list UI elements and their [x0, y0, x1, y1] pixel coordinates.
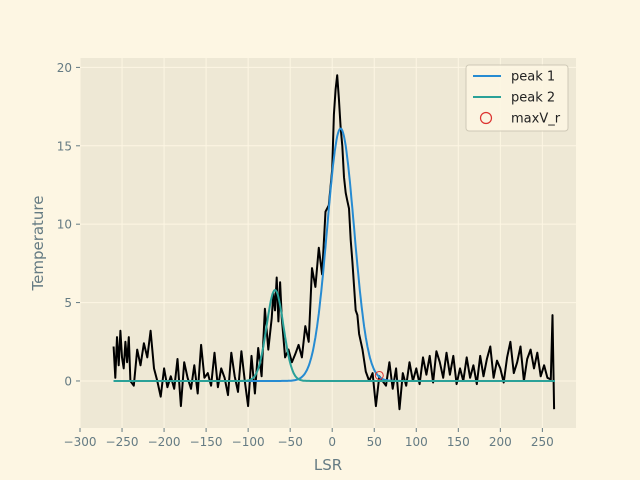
legend: peak 1 peak 2 maxV_r: [465, 64, 569, 132]
x-tick-label: 150: [447, 435, 470, 449]
legend-box: [465, 64, 569, 132]
x-tick-label: −250: [106, 435, 139, 449]
x-axis: −300 −250 −200 −150 −100 −50 0 50 100 150 200 250: [64, 428, 554, 449]
y-tick-label: 15: [57, 139, 72, 153]
maxv-r-marker: [374, 370, 384, 380]
x-tick-label: −300: [64, 435, 97, 449]
legend-swatch-maxv-r: [479, 111, 493, 125]
spectrum-line: [112, 74, 556, 411]
legend-label-maxv-r: maxV_r: [511, 112, 561, 127]
y-tick-label: 0: [64, 374, 72, 388]
x-tick-label: 100: [405, 435, 428, 449]
y-axis: 0 5 10 15 20: [57, 61, 80, 388]
x-tick-label: −150: [190, 435, 223, 449]
x-tick-label: −200: [148, 435, 181, 449]
x-axis-label: LSR: [314, 456, 342, 474]
x-tick-label: 0: [328, 435, 336, 449]
x-tick-label: 50: [367, 435, 382, 449]
series-group: [112, 74, 556, 411]
x-tick-label: 200: [489, 435, 512, 449]
y-tick-label: 20: [57, 61, 72, 75]
legend-label-peak-1: peak 1: [511, 70, 555, 85]
x-tick-label: 250: [531, 435, 554, 449]
peak-2-line: [113, 288, 555, 382]
y-tick-label: 10: [57, 218, 72, 232]
legend-label-peak-2: peak 2: [511, 91, 555, 106]
y-tick-label: 5: [64, 296, 72, 310]
y-axis-label: Temperature: [29, 195, 47, 291]
x-tick-label: −100: [232, 435, 265, 449]
x-tick-label: −50: [278, 435, 303, 449]
